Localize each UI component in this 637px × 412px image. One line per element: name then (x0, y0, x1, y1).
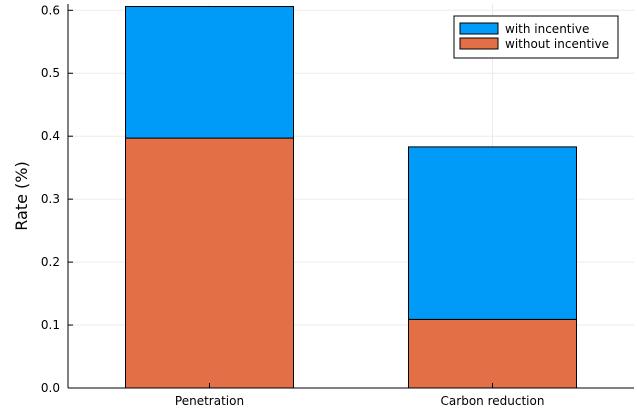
y-tick-label: 0.2 (41, 255, 60, 269)
bar-without-incentive-penetration (125, 137, 294, 389)
y-axis-label: Rate (%) (12, 161, 31, 230)
axes: 0.0 0.1 0.2 0.3 0.4 0.5 0.6 Penetration Carbon r… (41, 3, 634, 408)
bar-with-incentive-penetration (125, 6, 294, 139)
legend-swatch (459, 22, 499, 35)
legend-swatch (459, 37, 499, 50)
bar-with-incentive-carbon-reduction (408, 146, 577, 320)
y-tick-label: 0.5 (41, 66, 60, 80)
y-tick-label: 0.4 (41, 129, 60, 143)
x-tick-label: Carbon reduction (441, 394, 545, 408)
bar-without-incentive-carbon-reduction (408, 318, 577, 389)
legend-label: with incentive (505, 22, 589, 36)
y-tick-label: 0.1 (41, 318, 60, 332)
legend-label: without incentive (505, 37, 609, 51)
y-tick-label: 0.6 (41, 3, 60, 17)
y-tick-label: 0.0 (41, 381, 60, 395)
x-tick-label: Penetration (175, 394, 244, 408)
y-tick-label: 0.3 (41, 192, 60, 206)
legend-box (453, 15, 619, 59)
bars (125, 6, 577, 389)
